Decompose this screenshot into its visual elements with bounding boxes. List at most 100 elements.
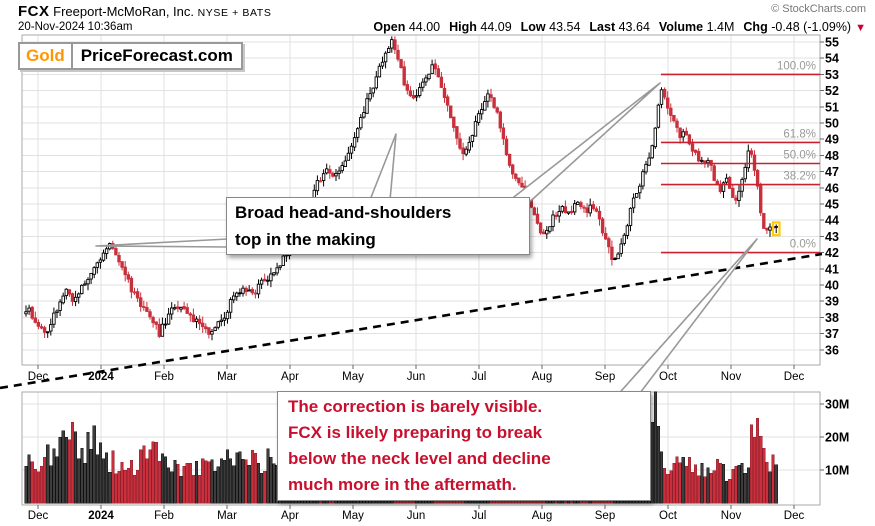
candle-body [55,310,59,314]
volume-label: Volume [658,20,704,34]
candle-body [80,284,84,295]
candle-body [132,291,137,294]
candle-body [439,76,444,88]
volume-bar [49,465,53,504]
candle-body [349,145,354,154]
candle-body [188,313,193,316]
x-axis-month-label: Feb [154,371,174,383]
candle-body [418,87,422,96]
volume-bar [213,470,217,504]
volume-axis-label: 20M [825,431,849,445]
volume-bar [765,461,769,504]
volume-bar [235,452,239,504]
candle-body [238,292,242,295]
candle-body [752,154,757,171]
volume-bar [222,460,226,504]
candle-body [49,324,53,332]
candle-body [495,107,499,113]
x-axis-month-label: Nov [721,510,742,522]
candle-body [272,272,276,276]
candle-body [269,273,273,282]
volume-bar [70,421,75,504]
candle-body [492,97,496,108]
candle-body [557,211,561,217]
candle-body [625,225,630,236]
x-axis-month-label: Dec [784,371,805,383]
volume-bar [139,449,143,504]
candle-body [256,283,261,295]
candle-body [352,137,357,148]
candle-body [662,88,667,98]
candle-body [759,185,763,214]
candle-body [145,307,149,312]
candle-body [36,321,41,327]
y-axis-label: 44 [825,214,839,228]
volume-bar [759,436,763,504]
volume-bar [743,473,747,504]
candle-body [687,134,692,145]
candle-body [678,127,682,139]
candle-body [95,262,100,268]
y-axis-label: 41 [825,262,839,276]
candle-body [98,259,103,263]
x-axis-month-label: Mar [217,510,237,522]
volume-bar [98,442,102,504]
candle-body [631,197,636,209]
volume-bar [89,449,93,504]
volume-bar [681,457,685,504]
volume-bar [58,436,62,504]
open-value: 44.00 [408,20,441,34]
candle-body [263,278,267,282]
volume-bar [700,463,704,504]
candle-body [724,177,729,183]
candle-body [163,323,168,326]
annotation-line: much more in the aftermath. [288,475,517,494]
y-axis-label: 43 [825,230,839,244]
volume-value: 1.4M [706,20,735,34]
candle-body [480,109,484,115]
volume-bar [746,467,750,504]
volume-bar [260,473,264,504]
candle-body [73,296,78,302]
candle-body [424,77,428,83]
candle-body [197,318,202,325]
candle-body [442,87,447,99]
candle-body [33,317,37,323]
logo-gold-text: Gold [20,44,73,68]
volume-bar [176,463,180,504]
high-label: High [449,20,477,34]
candle-body [368,93,372,100]
volume-bar [756,417,760,504]
candle-body [647,157,651,166]
volume-bar [105,452,109,504]
candle-body [343,160,347,167]
candle-body [318,180,323,183]
candle-body [191,314,196,323]
candle-body [743,166,747,180]
goldpriceforecast-logo: Gold PriceForecast.com [18,42,243,70]
volume-bar [114,473,118,504]
x-axis-month-label: Sep [595,510,615,522]
candle-body [421,81,425,88]
volume-bar [253,453,257,504]
candle-body [548,226,552,232]
candle-body [27,307,31,312]
ohlc-quote-bar: Open 44.00 High 44.09 Low 43.54 Last 43.64 V… [373,20,866,34]
candle-body [693,149,698,153]
candle-body [377,65,382,78]
candle-body [83,283,87,286]
candle-body [445,96,450,106]
candle-body [604,233,608,240]
candle-body [449,105,453,119]
volume-bar [188,463,192,504]
volume-bar [173,460,177,504]
candle-body [507,153,512,166]
candle-body [675,120,679,128]
volume-bar [762,448,766,504]
fib-label: 50.0% [783,150,816,162]
x-axis-month-label: Feb [154,510,174,522]
volume-bar [703,476,707,504]
y-axis-label: 42 [825,246,839,260]
volume-bar [669,470,673,504]
